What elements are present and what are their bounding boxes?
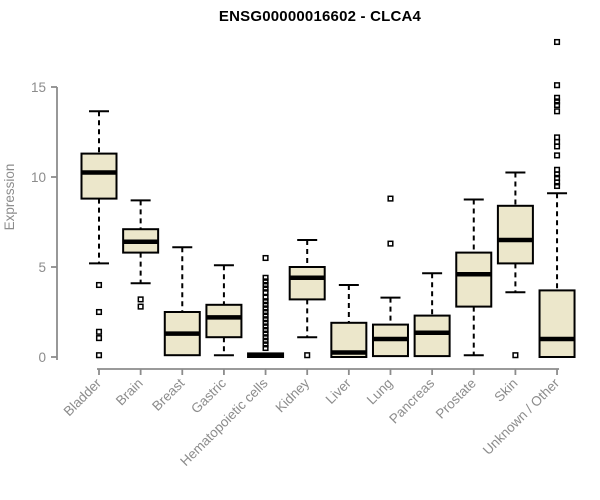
iqr-box [538,289,576,358]
outlier-point [262,274,269,281]
x-category-label: Liver [323,375,355,407]
outlier-point [262,330,269,337]
outlier-point [95,335,103,342]
y-tick-label: 0 [38,350,46,365]
outlier-point [553,108,561,115]
outlier-point [262,337,269,344]
x-category-label: Kidney [273,375,313,415]
outlier-point [262,334,269,341]
outlier-point [262,281,269,289]
outlier-point [553,179,561,186]
outlier-point [262,341,269,348]
outlier-point [262,316,269,323]
x-category-label: Pancreas [386,375,437,426]
box-brain [122,199,160,310]
outlier-point [95,352,103,359]
box-unknown-other [538,38,576,358]
outlier-point [387,195,394,202]
y-tick-label: 15 [31,80,46,95]
outlier-point [553,98,561,105]
box-lung [371,195,409,358]
outlier-point [512,352,519,359]
outlier-point [137,303,144,310]
outlier-point [262,254,269,262]
x-category-label: Gastric [188,375,229,416]
outlier-point [387,240,394,247]
x-category-label: Prostate [433,376,479,422]
outlier-point [553,171,561,178]
box-prostate [455,198,493,357]
x-category-label: Lung [364,376,396,408]
x-category-label: Brain [113,376,146,409]
outlier-point [262,289,269,296]
iqr-box [413,314,451,358]
outlier-point [262,323,269,330]
outlier-point [553,94,561,101]
box-bladder [80,110,118,359]
iqr-box [496,204,534,265]
outlier-point [304,352,311,359]
box-skin [496,171,534,359]
y-tick-label: 10 [31,170,46,185]
iqr-box [288,266,326,301]
outlier-point [553,152,561,159]
outlier-point [262,344,269,352]
outlier-point [95,281,103,289]
iqr-box [80,152,118,200]
box-gastric [205,264,243,357]
x-category-label: Skin [491,376,520,405]
iqr-box [455,251,493,308]
outlier-point [553,182,561,190]
outlier-point [262,294,269,301]
outlier-point [262,312,269,319]
outlier-point [95,308,103,316]
outlier-point [262,298,269,305]
outlier-point [553,101,561,109]
outlier-point [262,305,269,312]
y-tick-label: 5 [38,260,46,275]
x-category-label: Bladder [61,375,105,419]
outlier-point [553,143,561,150]
outlier-point [95,328,103,335]
box-kidney [288,239,326,359]
outlier-point [262,278,269,285]
outlier-point [262,319,269,326]
outlier-point [262,301,269,308]
outlier-point [262,326,269,334]
outlier-point [262,308,269,316]
outlier-point [553,82,561,89]
box-liver [330,284,368,358]
box-hematopoietic-cells [247,254,285,358]
x-category-label: Breast [149,375,187,413]
box-breast [163,246,201,357]
y-axis-title: Expression [2,164,17,231]
chart-title: ENSG00000016602 - CLCA4 [218,8,422,25]
outlier-point [262,285,269,292]
outlier-point [137,296,144,303]
x-category-label: Unknown / Other [480,375,563,458]
iqr-box [205,303,243,339]
outlier-point [553,38,561,46]
box-pancreas [413,272,451,358]
